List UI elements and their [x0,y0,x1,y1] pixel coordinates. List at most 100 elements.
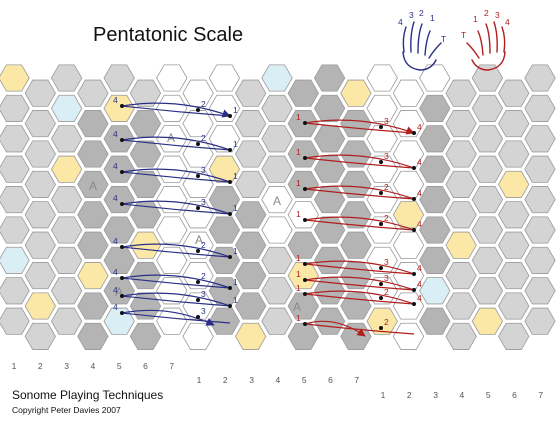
hex-key [0,216,30,244]
hex-key [340,110,372,138]
hex-key [287,140,319,168]
hex-key [471,246,504,274]
finger-arc [304,279,415,291]
finger-arc [304,188,415,200]
hex-key [0,246,30,274]
hex-key [261,94,293,122]
finger-dot [228,212,232,216]
finger-dot [196,280,200,284]
hex-key [24,322,56,350]
finger-number: 2 [201,240,206,250]
hex-key [103,155,135,183]
hex-key [445,201,477,229]
hex-key [156,216,188,244]
finger-dot [303,322,307,326]
hex-key [0,94,30,122]
finger-dot [196,298,200,302]
hex-key [445,322,477,350]
hex-key [445,110,477,138]
hex-key [445,170,477,198]
finger-number: 2 [201,271,206,281]
finger-dot [120,138,124,142]
finger-arc [121,168,231,183]
left-hand-fingering: 4 2 1 4 2 1 4 3 1 4 3 1 4 2 1 4 2 1 4 3 1 4 3 [113,95,238,326]
finger-number: 4 [417,219,422,229]
hex-key [24,201,56,229]
hex-key [261,307,293,335]
hex-key [208,64,241,92]
finger-dot [303,156,307,160]
finger-number: 4 [113,161,118,171]
hex-key [235,292,267,320]
finger-dot [379,160,383,164]
right-finger-1: 1 [473,14,478,24]
hex-key [77,262,109,290]
finger-number: 4 [417,279,422,289]
hex-key [129,110,162,138]
finger-number: 1 [296,147,301,157]
hex-key [498,322,530,350]
finger-dot [379,222,383,226]
hex-key [24,79,56,107]
column-number-middle: 6 [328,375,333,385]
hex-key [235,201,267,229]
finger-dot [120,104,124,108]
finger-dot [412,166,416,170]
finger-arc [121,200,231,215]
finger-dot [412,131,416,135]
hex-key [50,307,83,335]
hex-key [208,216,241,244]
finger-dot [303,278,307,282]
finger-dot [120,170,124,174]
hex-key [24,231,56,259]
hex-key [340,231,372,259]
a-marker: A [195,233,203,247]
left-finger-thumb: T [441,34,446,44]
finger-dot [379,125,383,129]
finger-arc [121,295,231,307]
hex-key [366,64,398,92]
hex-key [103,246,135,274]
hex-key [419,307,451,335]
hex-key [471,216,504,244]
column-number-left: 2 [38,361,43,371]
hex-key [156,94,188,122]
hex-key [24,170,56,198]
hex-key [445,231,477,259]
hex-key [50,64,83,92]
a-marker: A [115,285,123,299]
finger-arc [304,185,415,200]
finger-number: 1 [233,295,238,305]
right-finger-4: 4 [505,17,510,27]
hex-key [419,125,451,153]
column-number-middle: 3 [249,375,254,385]
hex-key [445,262,477,290]
hex-key [366,186,398,214]
finger-arc [121,203,231,215]
hex-key [471,94,504,122]
hex-key [261,216,293,244]
finger-dot [196,249,200,253]
hex-key [340,79,372,107]
finger-number: 4 [417,122,422,132]
finger-number: 2 [384,182,389,192]
finger-dot [412,228,416,232]
hex-key-grid [0,64,556,350]
finger-arc [304,320,366,337]
hex-key [366,307,398,335]
hex-key [235,170,267,198]
left-finger-1: 1 [430,13,435,23]
column-number-right: 3 [433,390,438,400]
hex-key [235,110,267,138]
hex-key [392,110,425,138]
finger-number: 2 [201,99,206,109]
finger-arc [304,122,415,134]
right-finger-2: 2 [484,8,489,18]
finger-dot [120,294,124,298]
finger-dot [412,302,416,306]
finger-arc [121,136,231,151]
hex-key [261,155,293,183]
finger-number: 4 [113,193,118,203]
hex-key [392,170,425,198]
hex-key [77,201,109,229]
